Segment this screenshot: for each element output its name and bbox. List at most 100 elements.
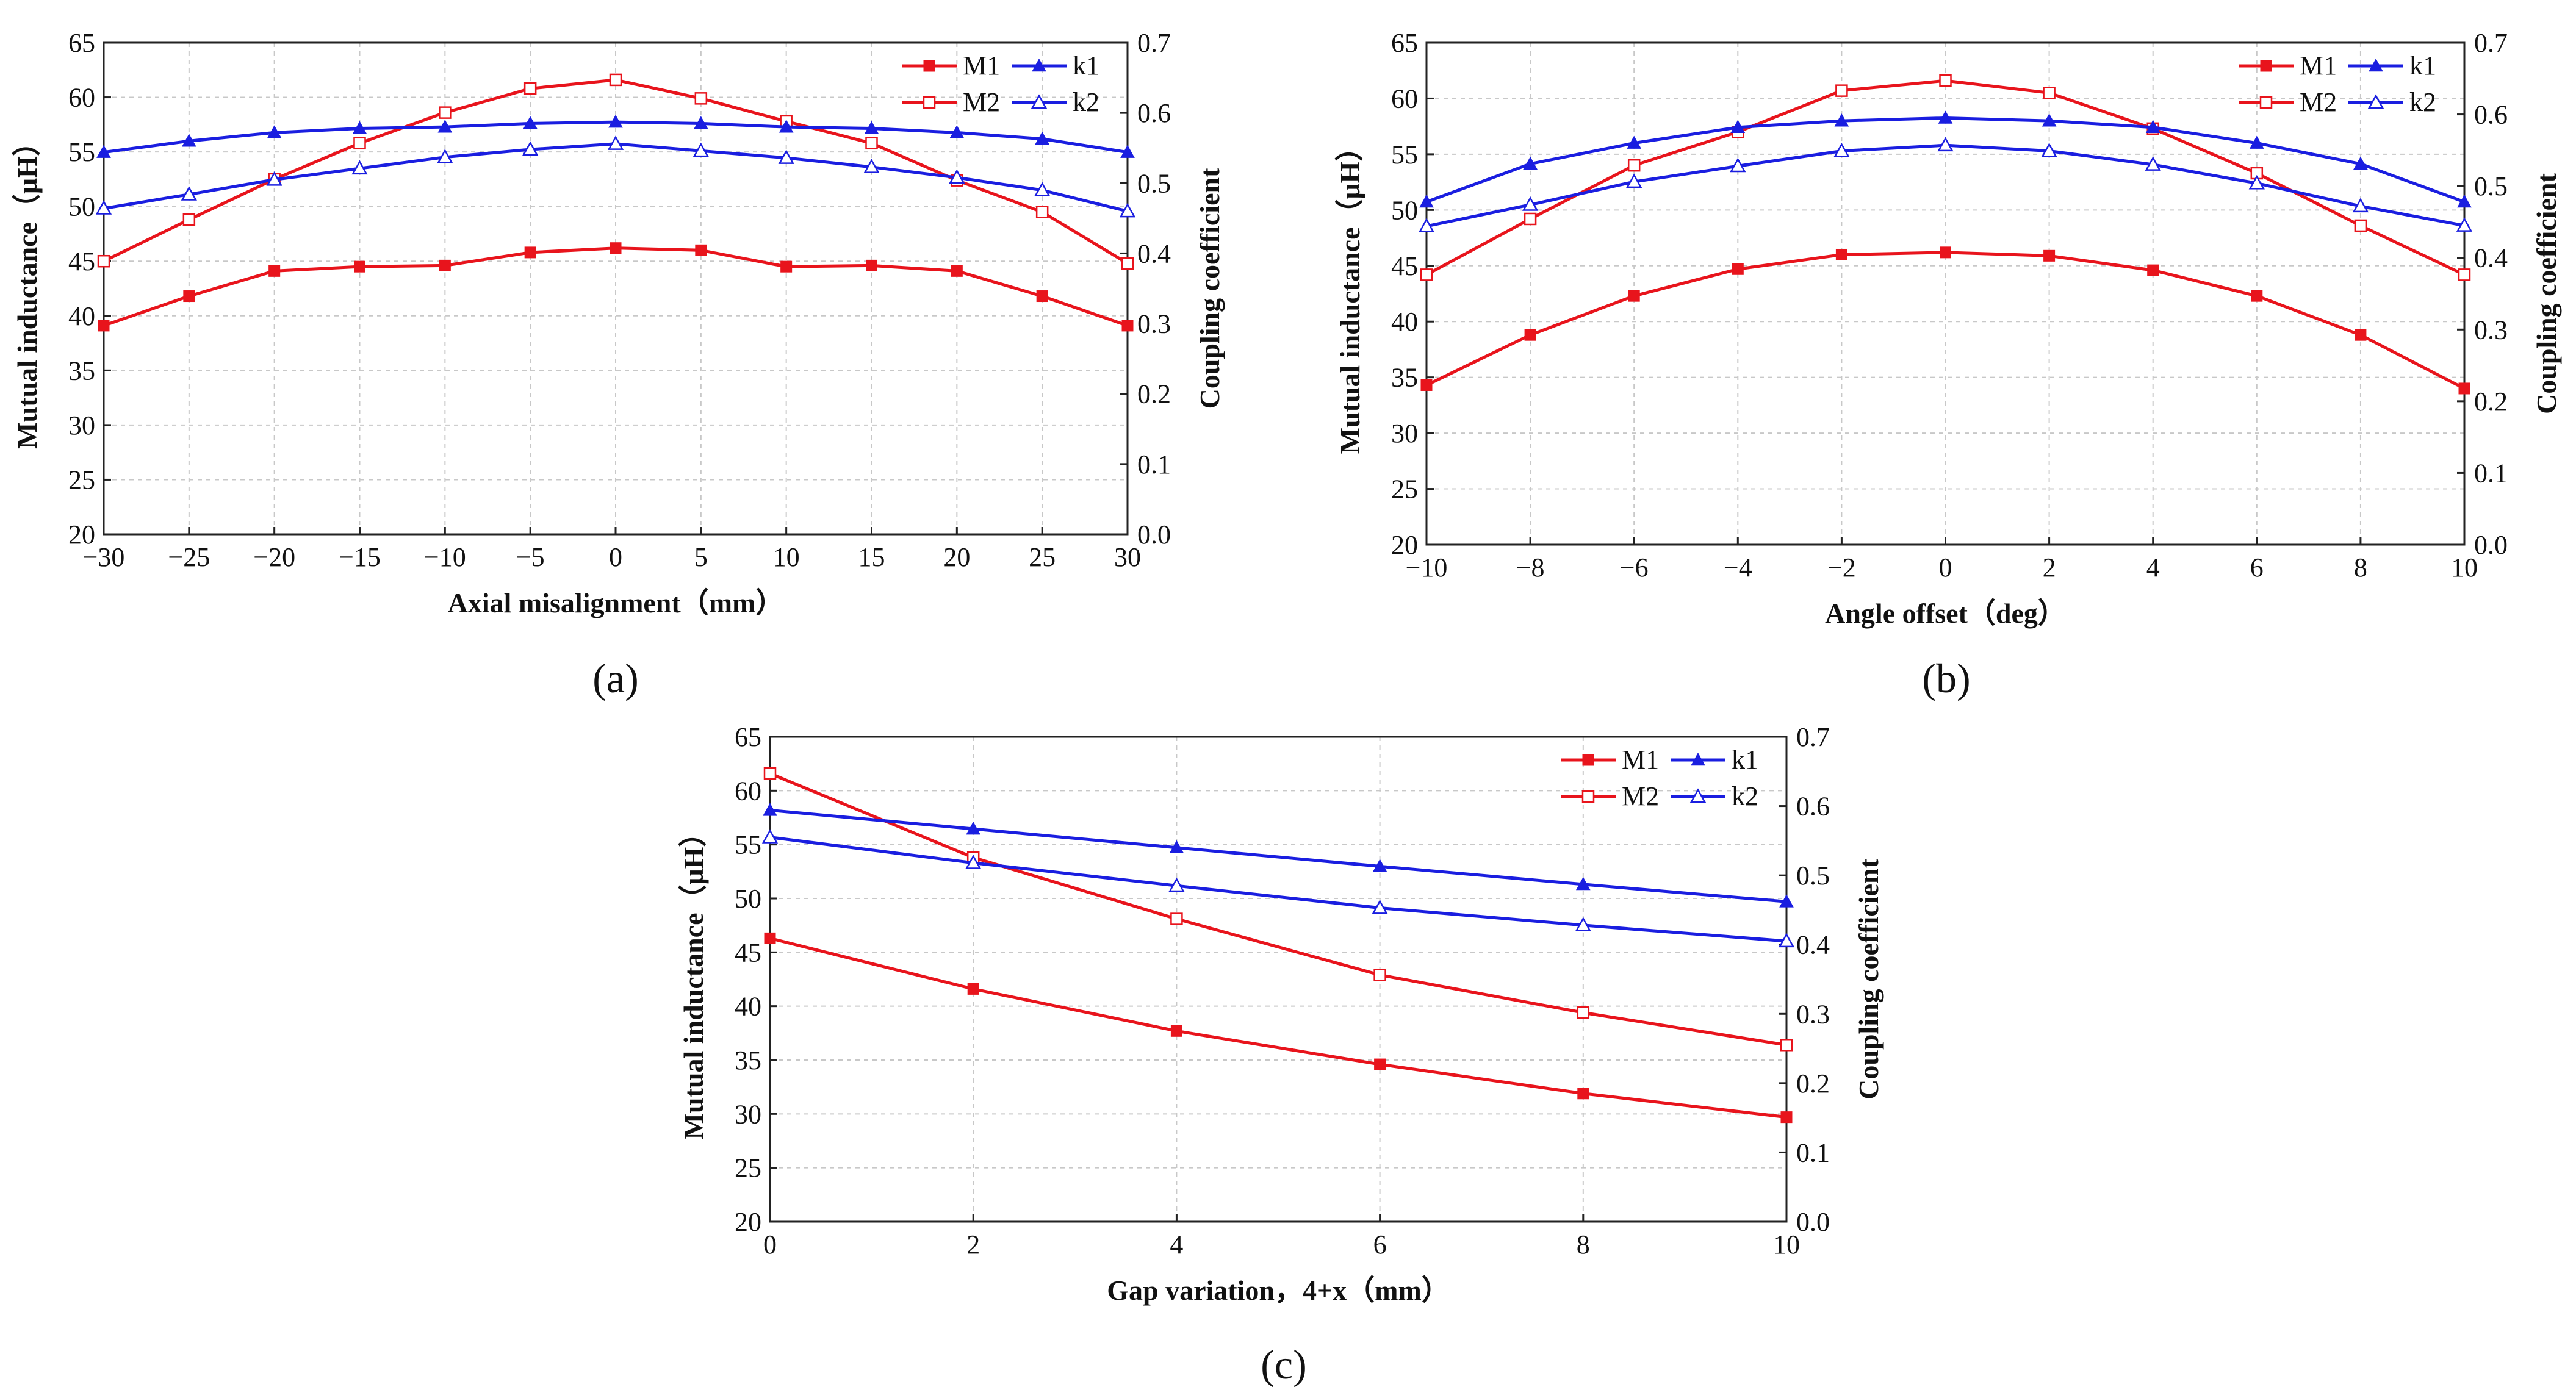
- data-point: [98, 320, 110, 332]
- y-tick-label: 30: [735, 1099, 761, 1129]
- y2-tick-label: 0.7: [2474, 28, 2508, 58]
- y2-tick-label: 0.2: [1796, 1069, 1830, 1098]
- data-point: [1577, 1006, 1590, 1019]
- y2-tick-label: 0.0: [1137, 520, 1171, 550]
- data-point: [1524, 212, 1537, 226]
- y2-tick-label: 0.6: [1137, 98, 1171, 128]
- data-point: [608, 115, 623, 128]
- legend-item-k2: k2: [1012, 87, 1099, 117]
- data-point: [1835, 84, 1848, 97]
- data-point: [610, 242, 622, 254]
- y-tick-label: 20: [735, 1207, 761, 1237]
- data-point: [1031, 94, 1048, 109]
- panel-label: (c): [1261, 1341, 1306, 1387]
- data-point: [1170, 1025, 1182, 1037]
- data-point: [181, 186, 197, 201]
- y-tick-label: 20: [1391, 530, 1418, 560]
- data-point: [1577, 1088, 1589, 1100]
- data-point: [764, 932, 776, 944]
- data-point: [1119, 202, 1136, 218]
- series-k1: [763, 803, 1794, 908]
- x-tick-label: 10: [1773, 1230, 1800, 1260]
- plot-frame: [769, 736, 1788, 1223]
- data-point: [1626, 173, 1642, 188]
- data-point: [1732, 263, 1744, 275]
- data-point: [923, 96, 936, 109]
- data-point: [1372, 859, 1387, 872]
- data-point: [949, 125, 965, 138]
- data-point: [1032, 58, 1046, 72]
- data-point: [96, 145, 111, 158]
- series-line-k2: [769, 836, 1787, 943]
- y-axis-title: Mutual inductance（μH）: [1334, 134, 1365, 454]
- x-tick-label: −6: [1620, 553, 1649, 582]
- data-point: [864, 121, 879, 134]
- x-tick-label: −2: [1827, 553, 1856, 582]
- y2-tick-label: 0.1: [1796, 1138, 1830, 1167]
- x-tick-label: −10: [1406, 553, 1448, 582]
- data-point: [1036, 290, 1048, 303]
- data-point: [183, 290, 195, 303]
- legend-label: M2: [1622, 781, 1659, 811]
- data-point: [761, 829, 779, 844]
- x-axis-title: Axial misalignment（mm）: [448, 587, 784, 618]
- data-point: [2367, 94, 2384, 109]
- data-point: [2260, 60, 2272, 72]
- y-tick-label: 25: [1391, 475, 1418, 504]
- data-point: [1170, 912, 1183, 925]
- data-point: [1780, 1039, 1793, 1052]
- data-point: [181, 134, 196, 147]
- series-k2: [95, 135, 1136, 218]
- x-axis-title: Gap variation，4+x（mm）: [1107, 1275, 1450, 1306]
- y2-tick-label: 0.0: [2474, 530, 2508, 560]
- data-point: [1628, 290, 1640, 302]
- legend-item-k1: k1: [2348, 51, 2436, 81]
- data-point: [2043, 249, 2056, 262]
- data-point: [354, 260, 365, 273]
- data-point: [865, 137, 878, 150]
- data-point: [780, 260, 793, 273]
- y2-tick-label: 0.4: [2474, 243, 2508, 273]
- data-point: [2259, 96, 2273, 109]
- data-point: [1575, 876, 1591, 891]
- y-tick-label: 25: [68, 465, 95, 495]
- data-point: [97, 254, 110, 268]
- x-tick-label: 10: [773, 542, 800, 572]
- data-point: [1582, 754, 1594, 766]
- x-tick-label: 15: [858, 542, 885, 572]
- y-tick-label: 45: [1391, 251, 1418, 281]
- y-axis-title: Mutual inductance（μH）: [12, 128, 43, 449]
- data-point: [523, 82, 537, 95]
- y-tick-label: 55: [1391, 140, 1418, 170]
- data-point: [268, 265, 281, 277]
- series-M1: [1420, 246, 2470, 395]
- y2-tick-label: 0.2: [1137, 379, 1171, 409]
- y2-tick-label: 0.6: [1796, 792, 1830, 822]
- data-point: [1940, 246, 1951, 259]
- chart-panel-2: −10 −8 −6 −4 −2 0 2 4 6 8 10 20 25 30 35 40 45 50 55 60 65 0.…: [1334, 28, 2562, 701]
- x-tick-label: −5: [516, 542, 545, 572]
- legend-item-M1: M1: [2239, 51, 2337, 81]
- data-point: [2249, 135, 2264, 149]
- x-tick-label: 4: [2146, 553, 2160, 582]
- data-point: [439, 106, 452, 119]
- x-tick-label: −10: [424, 542, 466, 572]
- y2-tick-label: 0.5: [2474, 171, 2508, 201]
- data-point: [1778, 933, 1795, 948]
- y2-tick-label: 0.4: [1137, 238, 1171, 268]
- chart-panel-3: 0 2 4 6 8 10 20 25 30 35 40 45 50 55 60 65 0.0 0.1 0.2 0.3 0…: [678, 722, 1884, 1387]
- series-line-M2: [769, 772, 1787, 1047]
- legend-label: M1: [2300, 51, 2337, 81]
- y2-tick-label: 0.3: [1137, 309, 1171, 339]
- y2-tick-label: 0.3: [2474, 315, 2508, 345]
- data-point: [923, 60, 935, 72]
- x-tick-label: −20: [253, 542, 295, 572]
- data-point: [693, 116, 708, 129]
- y2-tick-label: 0.5: [1137, 168, 1171, 198]
- data-point: [2458, 382, 2470, 395]
- data-point: [1522, 196, 1539, 211]
- y-tick-label: 30: [68, 410, 95, 440]
- data-point: [353, 137, 366, 150]
- series-k2: [1418, 137, 2473, 233]
- data-point: [1373, 969, 1386, 981]
